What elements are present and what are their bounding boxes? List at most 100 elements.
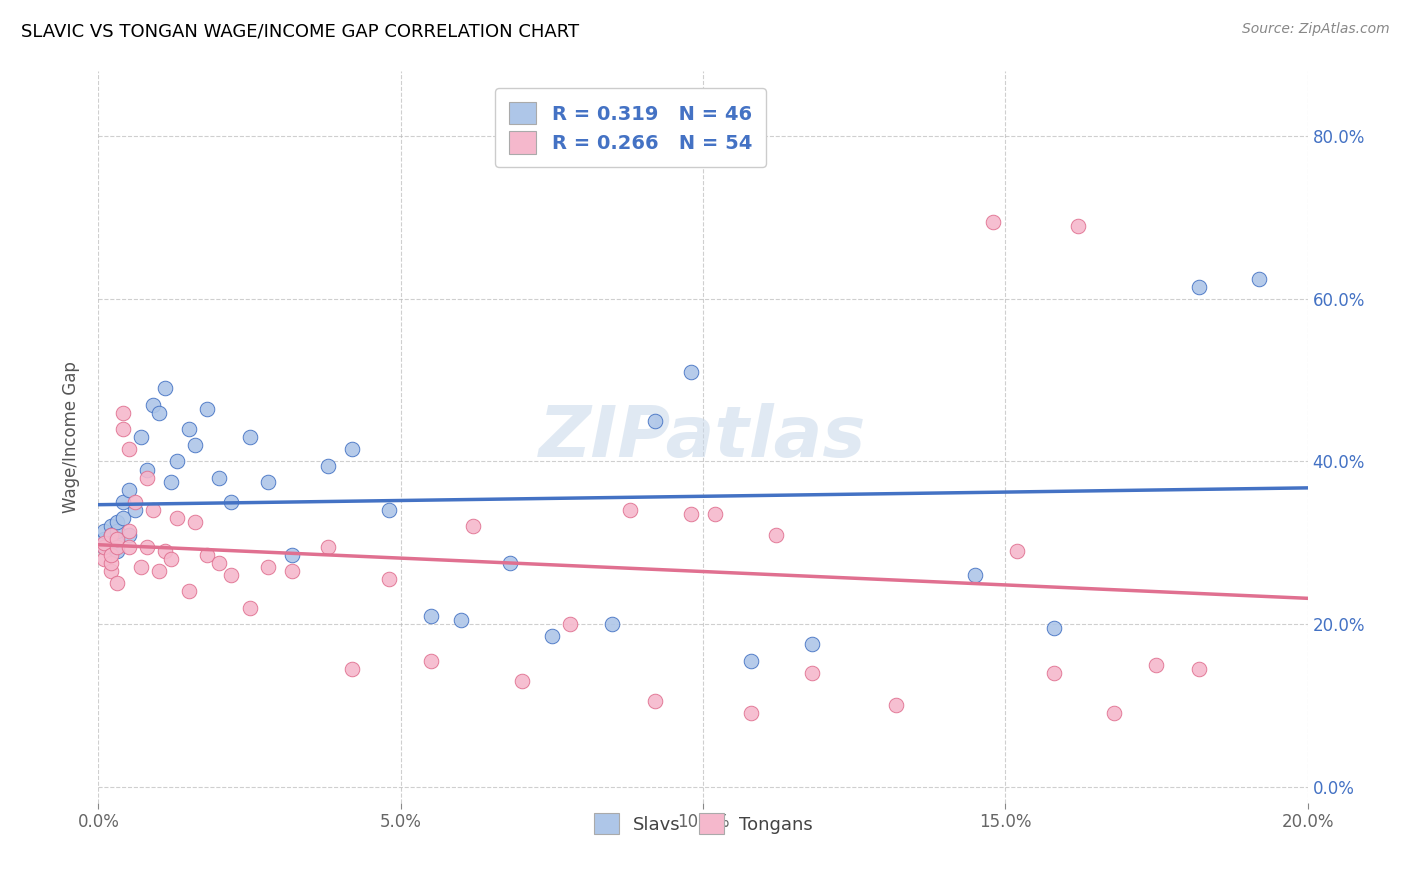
Text: Source: ZipAtlas.com: Source: ZipAtlas.com [1241, 22, 1389, 37]
Point [740, 706, 762, 721]
Point [153, 544, 176, 558]
Point [195, 548, 218, 562]
Point [704, 508, 727, 522]
Point [111, 422, 134, 436]
Point [679, 365, 702, 379]
Point [221, 568, 243, 582]
Point [160, 552, 183, 566]
Point [316, 458, 339, 473]
Point [93, 532, 115, 546]
Point [166, 454, 188, 468]
Point [129, 560, 152, 574]
Point [281, 548, 304, 562]
Point [540, 629, 562, 643]
Point [100, 535, 122, 549]
Point [602, 617, 624, 632]
Point [135, 462, 157, 476]
Point [153, 381, 176, 395]
Point [239, 600, 262, 615]
Point [1188, 662, 1211, 676]
Point [965, 568, 987, 582]
Point [377, 503, 399, 517]
Point [679, 508, 702, 522]
Point [118, 442, 141, 457]
Point [105, 576, 128, 591]
Point [1067, 219, 1090, 233]
Point [1042, 665, 1064, 680]
Point [111, 406, 134, 420]
Point [256, 560, 278, 574]
Point [179, 584, 201, 599]
Point [100, 564, 122, 578]
Point [1102, 706, 1125, 721]
Point [148, 564, 170, 578]
Point [111, 511, 134, 525]
Point [1144, 657, 1167, 672]
Point [118, 527, 141, 541]
Point [124, 503, 146, 517]
Point [208, 556, 231, 570]
Point [148, 406, 170, 420]
Point [93, 540, 115, 554]
Point [619, 503, 641, 517]
Point [342, 662, 364, 676]
Point [111, 495, 134, 509]
Point [100, 527, 122, 541]
Point [342, 442, 364, 457]
Point [100, 556, 122, 570]
Point [100, 548, 122, 562]
Point [558, 617, 581, 632]
Point [765, 527, 787, 541]
Point [644, 414, 666, 428]
Point [93, 552, 115, 566]
Point [886, 698, 908, 713]
Point [124, 495, 146, 509]
Point [105, 532, 128, 546]
Point [221, 495, 243, 509]
Point [1007, 544, 1029, 558]
Point [142, 398, 165, 412]
Point [377, 572, 399, 586]
Point [184, 516, 207, 530]
Point [93, 524, 115, 538]
Point [105, 532, 128, 546]
Point [420, 654, 443, 668]
Point [105, 544, 128, 558]
Point [740, 654, 762, 668]
Point [93, 540, 115, 554]
Point [281, 564, 304, 578]
Point [510, 673, 533, 688]
Point [129, 430, 152, 444]
Point [105, 516, 128, 530]
Point [166, 511, 188, 525]
Y-axis label: Wage/Income Gap: Wage/Income Gap [62, 361, 80, 513]
Point [981, 215, 1004, 229]
Point [160, 475, 183, 489]
Point [118, 524, 141, 538]
Point [316, 540, 339, 554]
Point [105, 540, 128, 554]
Point [135, 540, 157, 554]
Point [256, 475, 278, 489]
Point [135, 471, 157, 485]
Point [179, 422, 201, 436]
Point [1249, 271, 1271, 285]
Point [1188, 279, 1211, 293]
Text: ZIPatlas: ZIPatlas [540, 402, 866, 472]
Point [184, 438, 207, 452]
Point [644, 694, 666, 708]
Point [100, 519, 122, 533]
Point [105, 524, 128, 538]
Point [498, 556, 520, 570]
Point [93, 535, 115, 549]
Text: SLAVIC VS TONGAN WAGE/INCOME GAP CORRELATION CHART: SLAVIC VS TONGAN WAGE/INCOME GAP CORRELA… [21, 22, 579, 40]
Point [118, 483, 141, 497]
Point [100, 527, 122, 541]
Point [450, 613, 472, 627]
Point [118, 540, 141, 554]
Point [800, 637, 823, 651]
Point [239, 430, 262, 444]
Point [1042, 621, 1064, 635]
Point [208, 471, 231, 485]
Point [463, 519, 485, 533]
